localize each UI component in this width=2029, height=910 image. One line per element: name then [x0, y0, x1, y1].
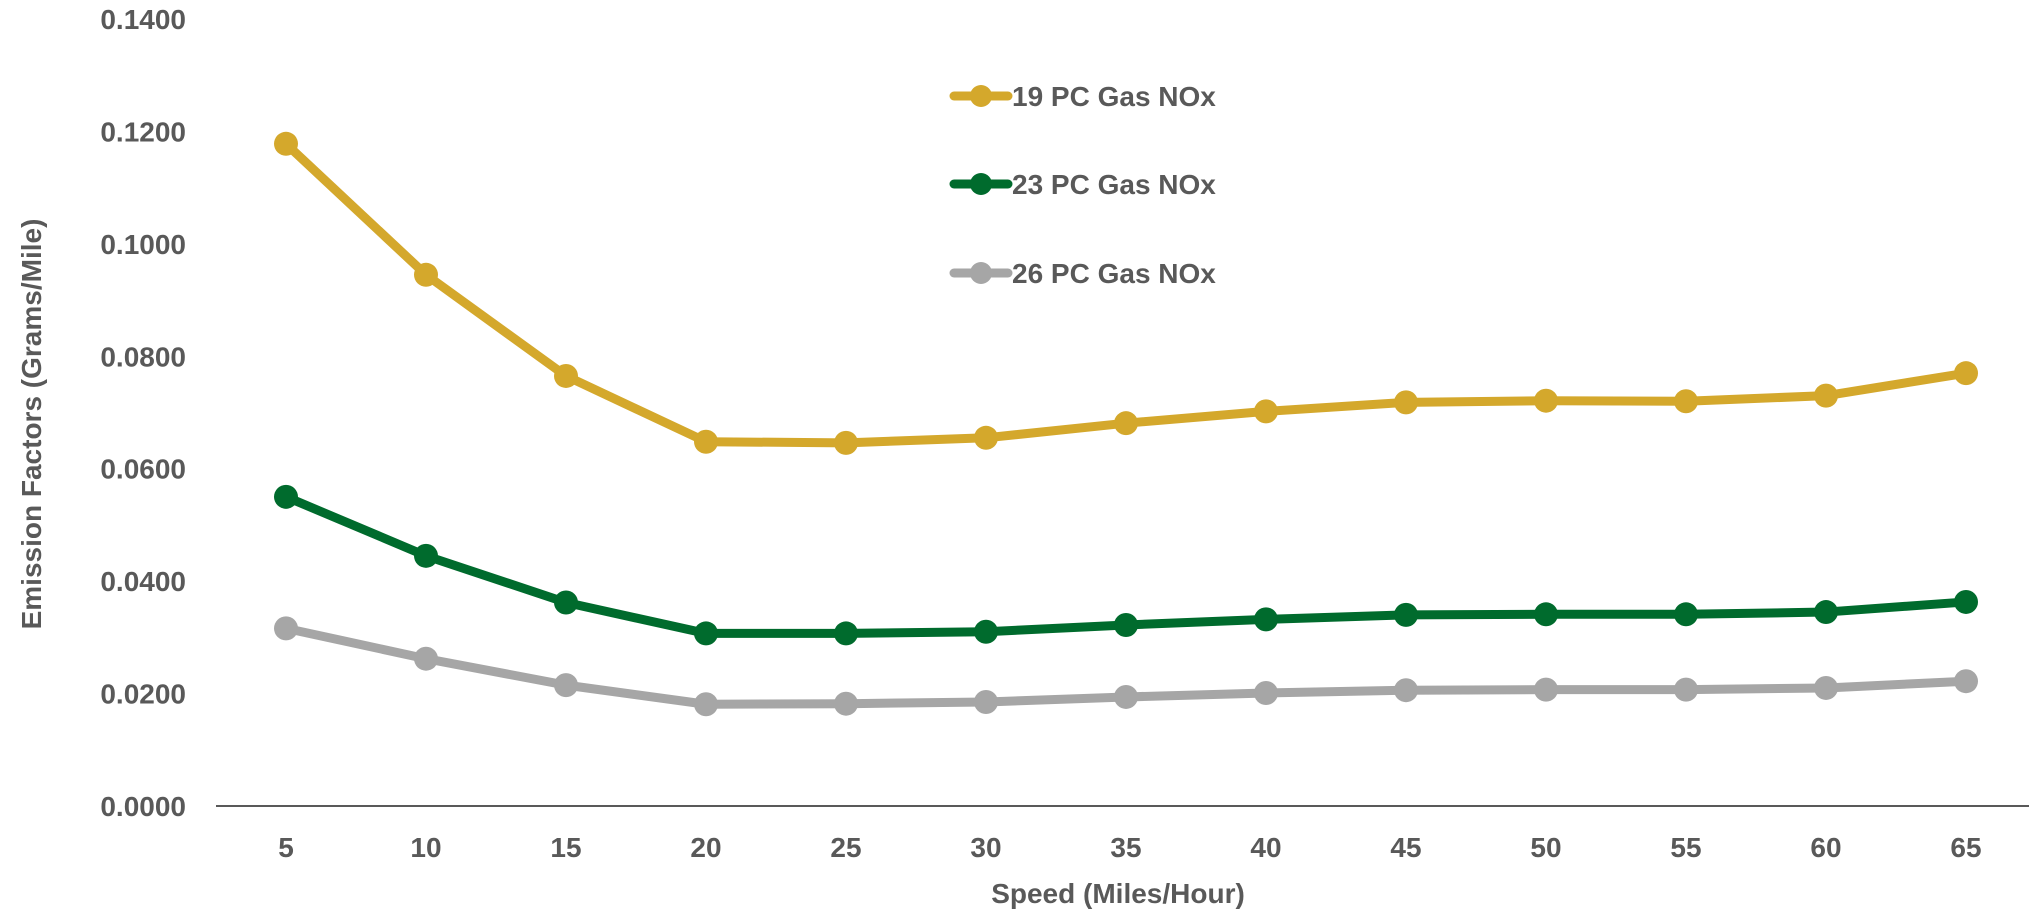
data-point: [834, 621, 858, 646]
data-point: [1674, 389, 1698, 414]
y-tick-label: 0.1400: [100, 4, 186, 35]
data-point: [834, 430, 858, 455]
data-point: [1954, 669, 1978, 694]
legend-swatch-marker: [970, 173, 992, 195]
x-tick-label: 30: [970, 832, 1001, 863]
x-tick-label: 65: [1950, 832, 1981, 863]
data-point: [1534, 388, 1558, 413]
data-point: [1814, 675, 1838, 700]
series-3: [274, 616, 1978, 717]
series-2: [274, 484, 1978, 646]
y-tick-label: 0.0600: [100, 454, 186, 485]
data-point: [414, 646, 438, 671]
x-tick-label: 55: [1670, 832, 1701, 863]
y-tick-label: 0.0400: [100, 566, 186, 597]
legend-swatch-marker: [970, 85, 992, 107]
x-tick-label: 20: [690, 832, 721, 863]
data-point: [1114, 612, 1138, 637]
data-point: [1254, 399, 1278, 424]
y-tick-label: 0.0000: [100, 791, 186, 822]
data-point: [1674, 602, 1698, 627]
data-point: [554, 673, 578, 698]
data-point: [1534, 677, 1558, 702]
data-point: [1254, 681, 1278, 706]
data-point: [694, 621, 718, 646]
data-point: [1114, 684, 1138, 709]
legend-item: 26 PC Gas NOx: [949, 258, 1216, 289]
legend-item: 23 PC Gas NOx: [949, 169, 1216, 200]
y-axis-title: Emission Factors (Grams/Mile): [16, 219, 47, 630]
x-tick-label: 40: [1250, 832, 1281, 863]
legend-label: 26 PC Gas NOx: [1012, 258, 1216, 289]
x-tick-label: 10: [410, 832, 441, 863]
x-tick-label: 25: [830, 832, 861, 863]
legend-item: 19 PC Gas NOx: [949, 81, 1216, 112]
legend-label: 23 PC Gas NOx: [1012, 169, 1216, 200]
data-point: [1674, 677, 1698, 702]
data-point: [974, 690, 998, 715]
data-point: [1814, 600, 1838, 625]
legend: 19 PC Gas NOx 23 PC Gas NOx 26 PC Gas NOx: [949, 81, 1216, 289]
data-point: [694, 429, 718, 454]
x-tick-label: 50: [1530, 832, 1561, 863]
x-axis-title: Speed (Miles/Hour): [991, 878, 1245, 909]
series-layer: [274, 131, 1978, 717]
series-1: [274, 131, 1978, 455]
data-point: [414, 262, 438, 287]
data-point: [274, 484, 298, 509]
data-point: [974, 425, 998, 450]
data-point: [834, 691, 858, 716]
data-point: [1114, 411, 1138, 436]
data-point: [694, 692, 718, 717]
x-axis-ticks: 5 10 15 20 25 30 35 40 45 50 55 60 65: [278, 832, 1981, 863]
data-point: [554, 590, 578, 615]
data-point: [1394, 602, 1418, 627]
y-tick-label: 0.0200: [100, 679, 186, 710]
x-tick-label: 60: [1810, 832, 1841, 863]
data-point: [1814, 383, 1838, 408]
y-tick-label: 0.1200: [100, 116, 186, 147]
y-axis-ticks: 0.0000 0.0200 0.0400 0.0600 0.0800 0.1000 0.12…: [100, 4, 186, 822]
x-tick-label: 35: [1110, 832, 1141, 863]
data-point: [1394, 678, 1418, 703]
data-point: [1394, 390, 1418, 415]
data-point: [1254, 607, 1278, 632]
series-line: [281, 492, 1971, 638]
legend-label: 19 PC Gas NOx: [1012, 81, 1216, 112]
data-point: [554, 363, 578, 388]
data-point: [1954, 361, 1978, 386]
data-point: [274, 616, 298, 641]
y-tick-label: 0.0800: [100, 341, 186, 372]
x-tick-label: 45: [1390, 832, 1421, 863]
legend-swatch-marker: [970, 262, 992, 284]
x-tick-label: 15: [550, 832, 581, 863]
data-point: [414, 543, 438, 568]
data-point: [974, 619, 998, 644]
data-point: [274, 131, 298, 156]
x-tick-label: 5: [278, 832, 294, 863]
y-tick-label: 0.1000: [100, 229, 186, 260]
data-point: [1534, 602, 1558, 627]
data-point: [1954, 589, 1978, 614]
